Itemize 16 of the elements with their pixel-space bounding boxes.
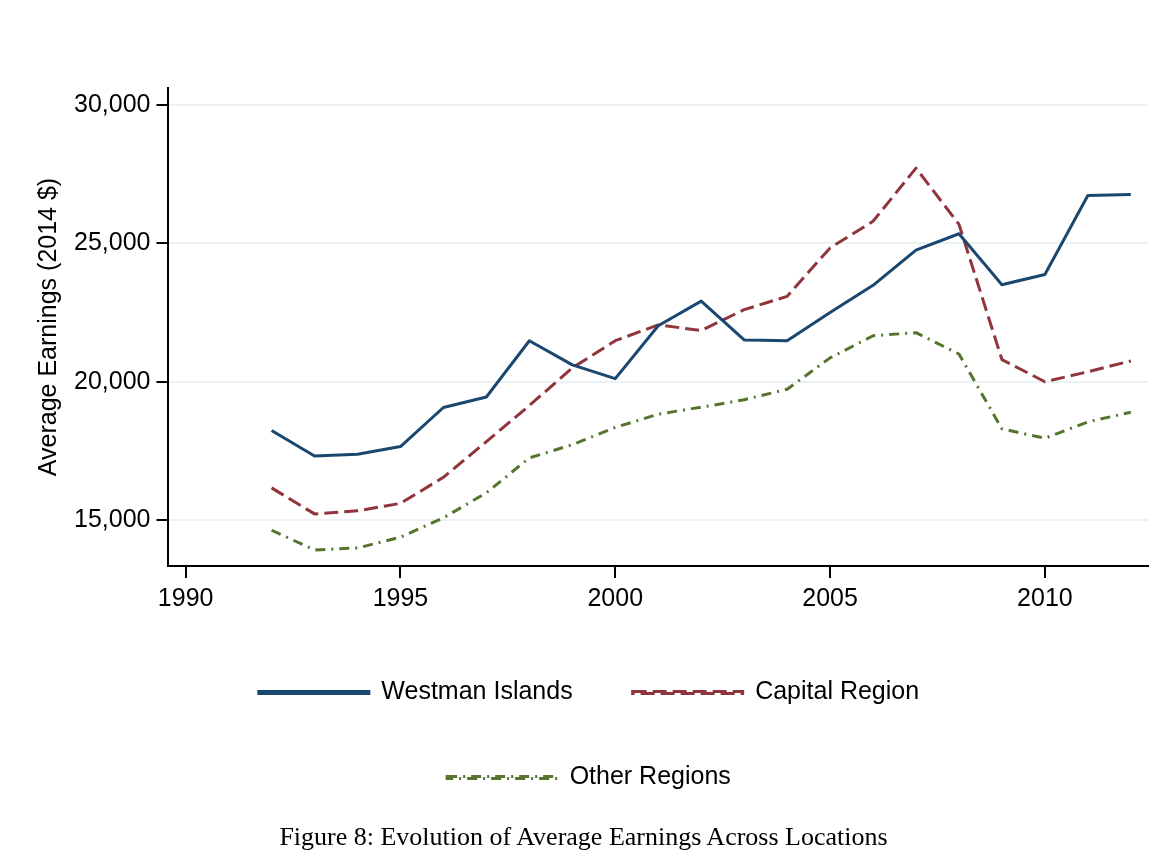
x-tick-label: 2000 (587, 582, 644, 611)
legend-label: Other Regions (569, 761, 731, 790)
line-series (270, 331, 1133, 552)
y-tick-label: 15,000 (74, 504, 151, 533)
y-tick-label: 30,000 (74, 88, 151, 117)
y-tick-label: 25,000 (74, 227, 151, 256)
legend-label: Capital Region (755, 676, 920, 705)
x-tick-label: 1995 (372, 582, 429, 611)
legend-label: Westman Islands (381, 676, 573, 705)
y-tick-label: 20,000 (74, 365, 151, 394)
x-tick-label: 2005 (802, 582, 858, 611)
x-tick-label: 1990 (157, 582, 214, 611)
caption: Figure 8: Evolution of Average Earnings Across Locations (278, 822, 889, 852)
y-axis-title: Average Earnings (2014 $) (32, 177, 61, 477)
x-tick-label: 2010 (1017, 582, 1073, 611)
line-series (270, 166, 1133, 516)
